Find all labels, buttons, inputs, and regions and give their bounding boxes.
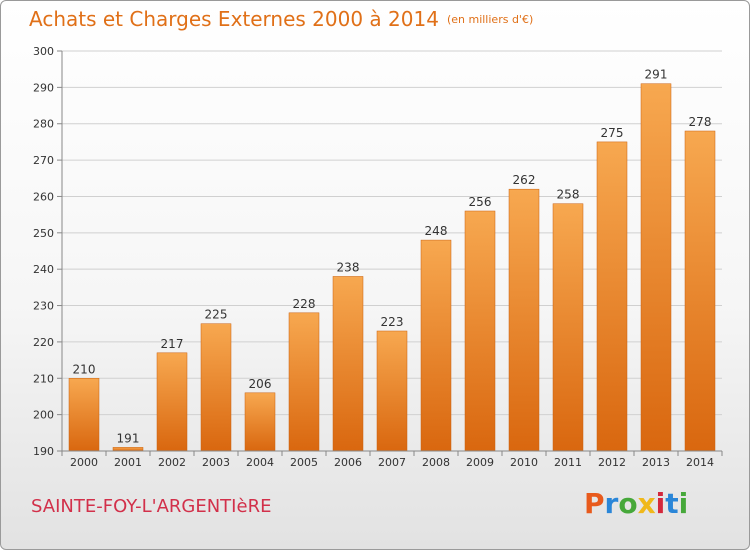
logo-letter: i (655, 487, 666, 520)
logo-letter: t (665, 487, 679, 520)
x-axis: 2000 2001 2002 2003 2004 2005 2006 2007 2008 2009… (61, 450, 723, 469)
bar-value-label: 248 (425, 224, 448, 238)
bar-value-label: 225 (205, 308, 228, 322)
y-tick-label: 250 (33, 227, 54, 240)
bar (420, 239, 452, 452)
logo-letter: o (618, 487, 638, 520)
bar (244, 392, 276, 452)
chart-title: Achats et Charges Externes 2000 à 2014 (e… (29, 7, 533, 31)
y-tick-label: 260 (33, 190, 54, 203)
x-tick-label: 2004 (246, 456, 274, 469)
chart-unit: (en milliers d'€) (446, 13, 534, 26)
x-tick-label: 2000 (70, 456, 98, 469)
bar (68, 378, 100, 452)
y-tick-label: 190 (33, 445, 54, 458)
bar (200, 323, 232, 452)
y-tick-label: 240 (33, 263, 54, 276)
x-tick-label: 2005 (290, 456, 318, 469)
bar (112, 447, 144, 452)
y-tick-label: 300 (33, 45, 54, 58)
place-name: SAINTE-FOY-L'ARGENTIèRE (31, 496, 272, 517)
y-tick-label: 230 (33, 300, 54, 313)
bar-value-label: 238 (337, 260, 360, 274)
bar-value-label: 258 (557, 188, 580, 202)
x-tick-label: 2010 (510, 456, 538, 469)
bar-value-label: 228 (293, 297, 316, 311)
y-tick-label: 280 (33, 118, 54, 131)
y-axis: 190 200 210 220 230 240 250 260 270 280 290 300 (33, 45, 63, 458)
x-tick-label: 2011 (554, 456, 582, 469)
x-tick-label: 2006 (334, 456, 362, 469)
bar (376, 330, 408, 452)
bar-value-label: 217 (161, 337, 184, 351)
bar-value-label: 256 (469, 195, 492, 209)
bar-value-label: 291 (645, 68, 668, 82)
bar-value-label: 191 (117, 431, 140, 445)
x-tick-label: 2008 (422, 456, 450, 469)
y-tick-label: 220 (33, 336, 54, 349)
bar (508, 188, 540, 452)
bar (684, 130, 716, 452)
bar-value-label: 206 (249, 377, 272, 391)
logo-letter: i (678, 487, 689, 520)
proxiti-logo: Proxiti (584, 487, 688, 520)
bar-value-label: 223 (381, 315, 404, 329)
bar (596, 141, 628, 452)
logo-letter: r (604, 487, 619, 520)
bar (640, 83, 672, 452)
bar-value-label: 278 (689, 115, 712, 129)
x-tick-label: 2007 (378, 456, 406, 469)
x-tick-label: 2012 (598, 456, 626, 469)
x-tick-label: 2002 (158, 456, 186, 469)
logo-letter: P (584, 487, 605, 520)
y-tick-label: 290 (33, 81, 54, 94)
logo-letter: x (637, 487, 656, 520)
y-tick-label: 210 (33, 372, 54, 385)
bar-value-label: 210 (73, 362, 96, 376)
bar (156, 352, 188, 452)
x-tick-label: 2013 (642, 456, 670, 469)
x-tick-label: 2003 (202, 456, 230, 469)
y-tick-label: 200 (33, 409, 54, 422)
x-tick-label: 2001 (114, 456, 142, 469)
bar (288, 312, 320, 452)
x-tick-label: 2014 (686, 456, 714, 469)
bar (332, 276, 364, 452)
bars: 210 191 217 225 206 228 238 223 248 256 262 258 275 2… (68, 68, 716, 452)
x-tick-label: 2009 (466, 456, 494, 469)
bar-value-label: 275 (601, 126, 624, 140)
bar (464, 210, 496, 452)
bar (552, 203, 584, 452)
bar-value-label: 262 (513, 173, 536, 187)
y-tick-label: 270 (33, 154, 54, 167)
chart-title-text: Achats et Charges Externes 2000 à 2014 (29, 7, 439, 31)
